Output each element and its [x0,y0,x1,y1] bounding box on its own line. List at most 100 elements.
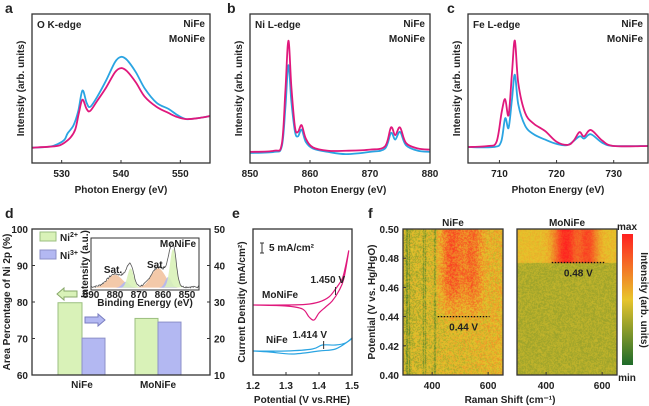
x-tick-label: 1.4 [312,381,326,392]
panel-label-d: d [5,205,14,221]
y-tick-label-right: 50 [214,225,226,236]
scale-bar-label: 5 mA/cm² [269,243,315,254]
colorbar [622,234,633,365]
x-tick-label: 1.3 [279,381,293,392]
series-label-monife: MoNiFe [262,290,299,301]
onset-label: 0.48 V [564,269,593,280]
bar-ni3-nife [81,337,106,376]
legend-label-ni2: Ni2+ [60,232,78,244]
inset-x-tick-label: 880 [107,290,124,301]
inset-y-axis-label: Intensity (a.u.) [80,230,91,298]
onset-label: 0.44 V [449,323,478,334]
heatmap-title: MoNiFe [549,218,586,229]
superscript: 2+ [70,232,78,239]
y-axis-label: Current Density (mA/cm²) [237,241,248,362]
series-line-nife [249,64,431,156]
y-axis-label: Intensity (arb. units) [234,41,245,137]
x-tick-label: 600 [594,381,611,392]
x-axis-label: Raman Shift (cm⁻¹) [465,395,556,406]
peak-label-monife: 1.450 V [311,275,346,286]
x-axis-label: Potential (V vs.RHE) [254,395,350,406]
colorbar-min-label: min [618,373,636,384]
y-tick-label-left: 80 [17,298,29,309]
inset-x-tick-label: 860 [155,290,172,301]
x-tick-label: 550 [172,169,189,180]
legend-swatch-ni3 [39,249,57,260]
legend-monife: MoNiFe [607,34,644,45]
inset-spectrum [90,241,200,289]
inset-label: MoNiFe [160,239,197,250]
y-tick-label: 0.44 [380,313,400,324]
inset-frame [90,237,200,291]
y-tick-label-right: 40 [214,262,226,273]
series-line-nife [467,73,649,149]
x-axis-label: Photon Energy (eV) [512,185,605,196]
y-tick-label-left: 60 [17,371,29,382]
y-tick-label-left: 100 [11,225,28,236]
inset-sat-label: Sat. [104,265,123,276]
legend-nife: NiFe [621,19,643,30]
y-tick-label: 0.46 [380,283,400,294]
inset-sat-label: Sat. [147,260,166,271]
raman-heatmap-nife [403,229,503,375]
bar-ni3-monife [157,321,182,376]
y-tick-label: 0.50 [380,225,400,236]
x-tick-label: 860 [302,169,319,180]
inset-component-ni2 [163,248,183,288]
series-line-monife [31,67,211,149]
series-line-nife [31,55,211,149]
legend-monife: MoNiFe [389,34,426,45]
panel-label-a: a [5,0,13,16]
x-tick-label: 880 [422,169,439,180]
y-axis-label: Intensity (arb. units) [16,41,27,137]
x-tick-label: 850 [242,169,259,180]
x-tick-label: 720 [548,169,565,180]
series-label-nife: NiFe [266,335,288,346]
x-tick-label: 1.2 [246,381,260,392]
arrow-right-icon [84,312,106,328]
series-line-monife [467,39,649,148]
x-tick-label: 870 [362,169,379,180]
plot-frame-f-monife [516,228,618,376]
x-tick-label: 730 [605,169,622,180]
cv-curve-monife [252,250,350,321]
legend-nife: NiFe [183,19,205,30]
category-label: NiFe [71,380,93,391]
y-tick-label-right: 10 [214,371,226,382]
y-tick-label: 0.48 [380,254,400,265]
series-line-monife [249,39,431,153]
y-axis-label: Area Percentage of Ni 2p (%) [2,234,13,371]
colorbar-max-label: max [617,222,637,233]
peak-label-nife: 1.414 V [293,330,328,341]
y-tick-label-right: 20 [214,335,226,346]
plot-frame-c [467,13,649,164]
heatmap-title: NiFe [442,218,464,229]
inset-x-tick-label: 870 [131,290,148,301]
legend-nife: NiFe [403,19,425,30]
y-tick-label-right: 30 [214,298,226,309]
y-tick-label-left: 90 [17,262,29,273]
y-tick-label: 0.42 [380,342,400,353]
superscript: 3+ [70,250,78,257]
legend-label-ni3: Ni3+ [60,250,78,262]
x-tick-label: 400 [424,381,441,392]
inset-x-tick-label: 850 [179,290,196,301]
edge-annotation: O K-edge [37,20,82,31]
inset-component-ni2 [121,268,140,288]
bar-ni2-nife [57,302,83,376]
plot-frame-b [249,13,431,164]
scale-bar [260,242,264,254]
edge-annotation: Ni L-edge [255,20,301,31]
plot-frame-f-nife [402,228,504,376]
legend-swatch-ni2 [39,231,57,242]
y-axis-label: Potential (V vs. Hg/HgO) [367,244,378,359]
y-tick-label: 0.40 [380,371,400,382]
x-tick-label: 400 [538,381,555,392]
x-tick-label: 1.5 [345,381,359,392]
y-axis-label: Intensity (arb. units) [452,41,463,137]
colorbar-label: Intensity (arb. units) [638,252,649,348]
x-axis-label: Photon Energy (eV) [294,185,387,196]
category-label: MoNiFe [140,380,177,391]
plot-frame-e [252,228,353,376]
panel-label-e: e [232,205,240,221]
